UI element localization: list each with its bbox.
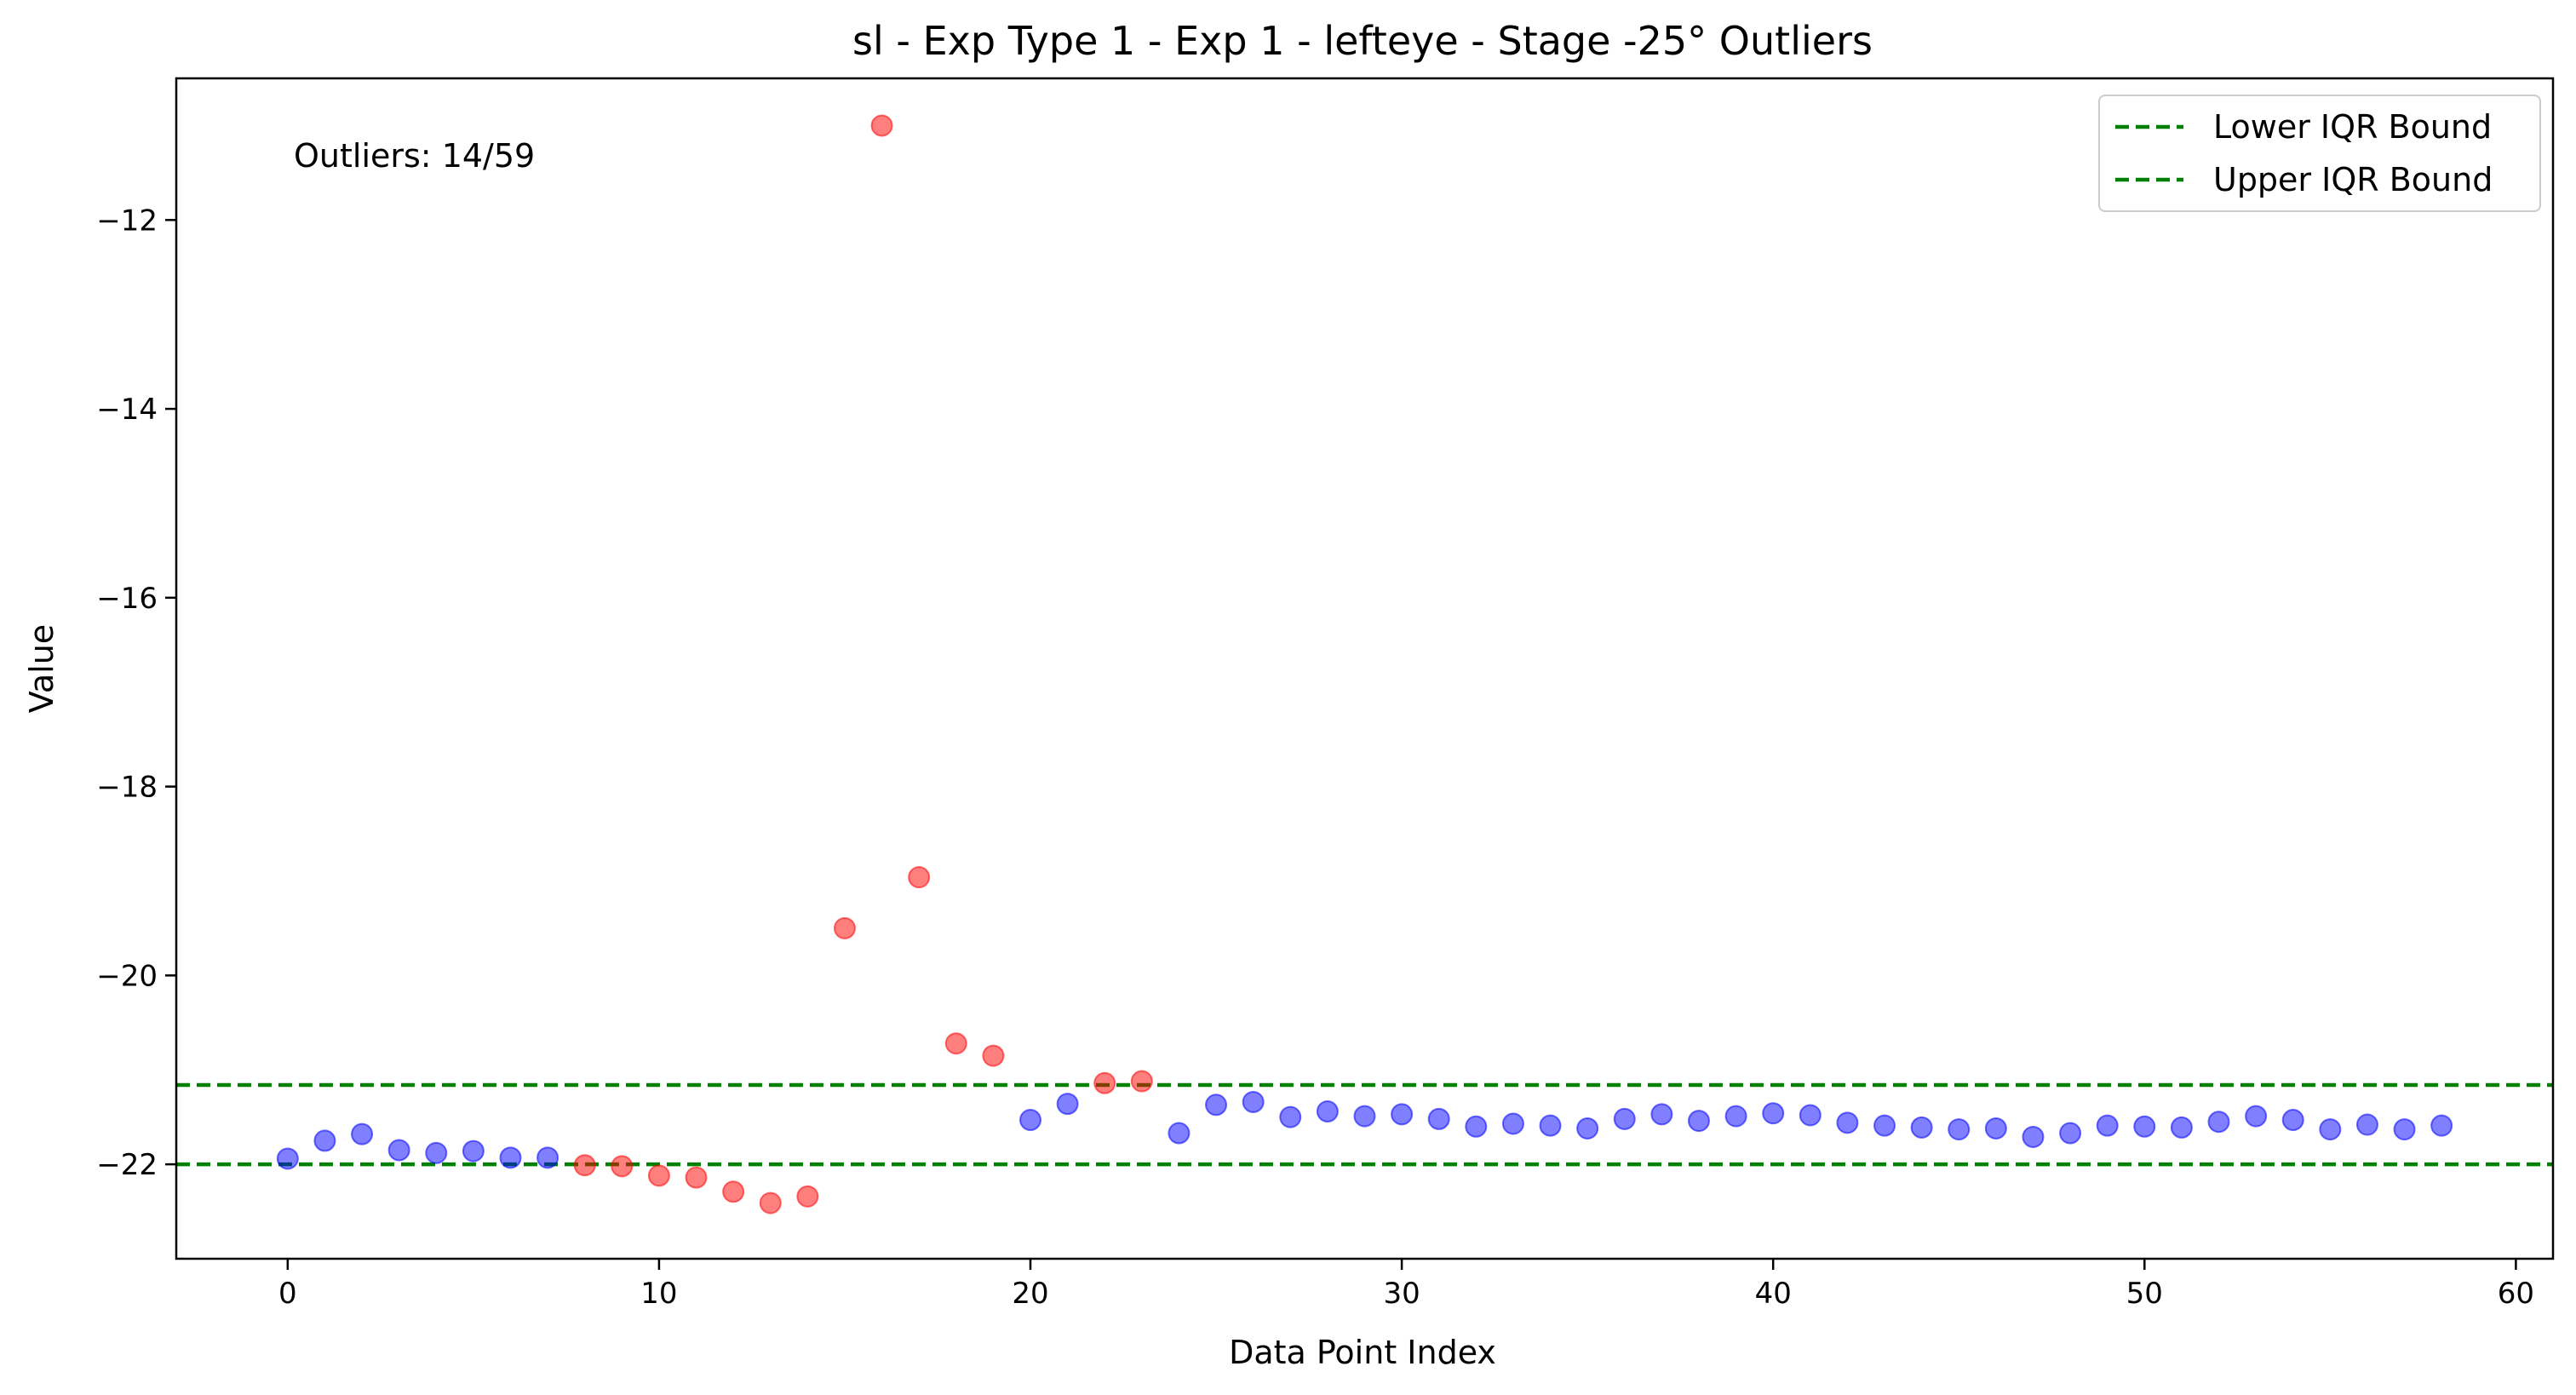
data-point <box>2133 1115 2156 1138</box>
iqr-lines <box>176 1082 2553 1167</box>
data-point <box>1427 1107 1450 1130</box>
data-point <box>2355 1113 2378 1136</box>
data-point <box>425 1141 448 1164</box>
data-point <box>2207 1111 2230 1134</box>
data-point <box>313 1129 336 1152</box>
data-point <box>1465 1115 1488 1138</box>
y-tick-label: −18 <box>96 771 158 805</box>
outlier-point <box>870 114 893 137</box>
outlier-count-annotation: Outliers: 14/59 <box>294 137 535 175</box>
data-point <box>276 1147 299 1170</box>
data-point <box>1019 1109 1042 1132</box>
data-point <box>1613 1107 1636 1130</box>
plot-frame <box>175 77 2555 1260</box>
data-point <box>2245 1105 2268 1128</box>
data-point <box>2430 1114 2453 1137</box>
data-point <box>2096 1114 2119 1137</box>
data-point <box>2059 1122 2082 1145</box>
outlier-point <box>611 1155 634 1178</box>
data-point <box>1650 1103 1673 1126</box>
y-tick-label: −20 <box>96 959 158 993</box>
data-point <box>1242 1090 1265 1113</box>
x-axis-ticks: 0 10 20 30 40 50 60 <box>278 1259 2534 1311</box>
data-point <box>351 1122 374 1145</box>
data-point <box>1353 1105 1376 1128</box>
data-point <box>2393 1118 2416 1141</box>
legend-lower-iqr-label: Lower IQR Bound <box>2213 108 2492 146</box>
data-point <box>1762 1102 1785 1125</box>
x-axis-label: Data Point Index <box>1229 1334 1496 1371</box>
y-tick-label: −16 <box>96 582 158 616</box>
data-points <box>276 114 2453 1214</box>
data-point <box>536 1146 559 1169</box>
data-point <box>1724 1105 1747 1128</box>
y-tick-label: −12 <box>96 204 158 238</box>
data-point <box>1205 1094 1228 1117</box>
x-tick-label: 10 <box>640 1277 677 1311</box>
outlier-point <box>982 1044 1005 1067</box>
outlier-point <box>573 1154 596 1177</box>
data-point <box>1948 1118 1971 1141</box>
outlier-point <box>796 1185 819 1208</box>
data-point <box>1687 1110 1710 1133</box>
outlier-point <box>1093 1071 1116 1094</box>
chart-title: sl - Exp Type 1 - Exp 1 - lefteye - Stag… <box>852 18 1873 64</box>
outlier-point <box>647 1164 670 1187</box>
legend: Lower IQR Bound Upper IQR Bound <box>2098 95 2541 212</box>
data-point <box>1391 1103 1414 1126</box>
outlier-point <box>833 916 856 939</box>
data-point <box>1056 1093 1079 1116</box>
y-axis-ticks: −22 −20 −18 −16 −14 −12 <box>96 204 176 1182</box>
data-point <box>1279 1105 1302 1128</box>
x-tick-label: 50 <box>2126 1277 2163 1311</box>
data-point <box>1539 1114 1562 1137</box>
data-point <box>2170 1116 2193 1139</box>
legend-upper-iqr-label: Upper IQR Bound <box>2213 161 2493 198</box>
y-axis-label: Value <box>23 624 60 713</box>
data-point <box>1984 1117 2007 1140</box>
data-point <box>2022 1125 2045 1148</box>
x-tick-label: 30 <box>1383 1277 1420 1311</box>
outlier-point <box>908 866 931 889</box>
legend-box <box>2098 95 2541 212</box>
data-point <box>1799 1104 1822 1127</box>
data-point <box>462 1140 485 1162</box>
data-point <box>2319 1118 2342 1141</box>
outlier-point <box>1130 1070 1153 1093</box>
outlier-point <box>685 1166 708 1189</box>
plot-background <box>176 78 2553 1259</box>
data-point <box>2281 1109 2304 1132</box>
x-tick-label: 20 <box>1012 1277 1048 1311</box>
data-point <box>1501 1112 1524 1135</box>
data-point <box>1316 1100 1339 1123</box>
data-point <box>1576 1117 1599 1140</box>
plot-area <box>176 78 2553 1259</box>
data-point <box>1873 1114 1896 1137</box>
y-tick-label: −14 <box>96 393 158 427</box>
data-point <box>387 1139 410 1162</box>
data-point <box>1836 1111 1859 1134</box>
x-tick-label: 0 <box>278 1277 297 1311</box>
x-tick-label: 40 <box>1755 1277 1792 1311</box>
outlier-point <box>944 1032 967 1055</box>
data-point <box>1910 1116 1933 1139</box>
outlier-point <box>759 1191 782 1214</box>
data-point <box>1168 1122 1190 1145</box>
y-tick-label: −22 <box>96 1148 158 1182</box>
x-tick-label: 60 <box>2498 1277 2534 1311</box>
outlier-point <box>722 1180 745 1203</box>
data-point <box>499 1146 522 1169</box>
